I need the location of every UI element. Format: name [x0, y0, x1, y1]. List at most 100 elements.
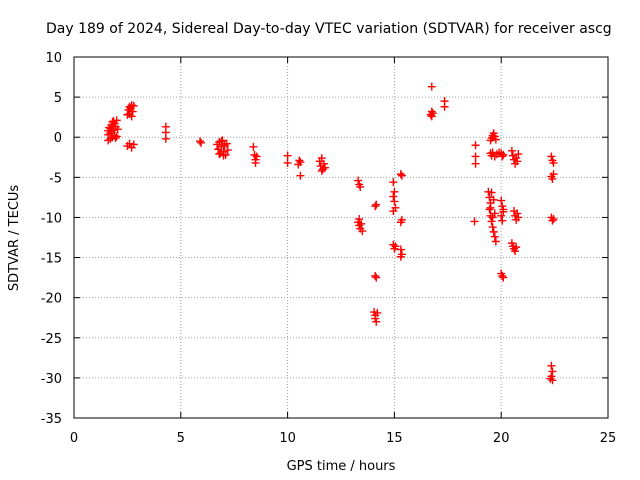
data-point-marker: [389, 207, 398, 216]
data-point-marker: [513, 209, 522, 218]
data-point-marker: [427, 112, 436, 121]
data-point-marker: [372, 273, 381, 282]
data-point-marker: [217, 137, 226, 146]
x-tick-labels: 0 5 10 15 20 25: [70, 431, 616, 446]
data-point-marker: [507, 146, 516, 155]
data-point-marker: [499, 273, 508, 282]
data-point-marker: [109, 117, 118, 126]
data-point-marker: [389, 178, 398, 187]
x-axis-label: GPS time / hours: [287, 459, 396, 474]
data-point-marker: [112, 132, 121, 141]
data-point-marker: [283, 151, 292, 160]
x-tick-label: 0: [70, 431, 78, 446]
data-point-marker: [295, 156, 304, 165]
data-point-marker: [485, 193, 494, 202]
data-point-marker: [128, 107, 137, 116]
x-tick-label: 10: [279, 431, 296, 446]
data-point-marker: [497, 211, 506, 220]
data-point-marker: [487, 188, 496, 197]
y-tick-label: -25: [41, 332, 62, 347]
data-point-marker: [547, 361, 556, 370]
data-point-marker: [549, 158, 558, 167]
data-points: [104, 82, 558, 385]
data-point-marker: [127, 112, 136, 121]
data-point-marker: [396, 252, 405, 261]
data-point-marker: [129, 140, 138, 149]
x-tick-label: 20: [493, 431, 510, 446]
data-point-marker: [396, 245, 405, 254]
data-point-marker: [548, 367, 557, 376]
data-point-marker: [107, 127, 116, 136]
data-point-marker: [356, 182, 365, 191]
data-point-marker: [296, 158, 305, 167]
data-point-marker: [513, 157, 522, 166]
data-point-marker: [251, 158, 260, 167]
data-point-marker: [548, 216, 557, 225]
data-point-marker: [218, 136, 227, 145]
data-point-marker: [371, 202, 380, 211]
data-point-marker: [488, 213, 497, 222]
data-point-marker: [546, 374, 555, 383]
data-point-marker: [514, 213, 523, 222]
data-point-marker: [490, 232, 499, 241]
plot-frame: [73, 56, 609, 419]
data-point-marker: [389, 192, 398, 201]
data-point-marker: [485, 205, 494, 214]
data-point-marker: [319, 159, 328, 168]
x-tick-label: 15: [386, 431, 403, 446]
data-point-marker: [471, 141, 480, 150]
data-point-marker: [252, 152, 261, 161]
data-point-marker: [372, 200, 381, 209]
x-tick-label: 25: [600, 431, 617, 446]
data-point-marker: [219, 151, 228, 160]
data-point-marker: [549, 170, 558, 179]
axis-ticks: [73, 56, 609, 419]
data-point-marker: [161, 134, 170, 143]
data-point-marker: [223, 146, 232, 155]
data-point-marker: [491, 237, 500, 246]
data-point-marker: [491, 135, 500, 144]
data-point-marker: [498, 272, 507, 281]
y-tick-label: -5: [49, 171, 62, 186]
data-point-marker: [498, 216, 507, 225]
data-point-marker: [317, 166, 326, 175]
y-tick-label: 0: [54, 131, 62, 146]
data-point-marker: [358, 227, 367, 236]
y-tick-label: -10: [41, 211, 62, 226]
data-point-marker: [471, 152, 480, 161]
data-point-marker: [549, 215, 558, 224]
data-point-marker: [498, 152, 507, 161]
data-point-marker: [390, 187, 399, 196]
data-point-marker: [296, 171, 305, 180]
data-point-marker: [548, 174, 557, 183]
y-tick-label: -35: [41, 412, 62, 427]
data-point-marker: [547, 152, 556, 161]
data-point-marker: [487, 217, 496, 226]
y-axis-label: SDTVAR / TECUs: [7, 185, 22, 292]
data-point-marker: [497, 196, 506, 205]
data-point-marker: [440, 102, 449, 111]
data-point-marker: [357, 219, 366, 228]
data-point-marker: [396, 218, 405, 227]
data-point-marker: [215, 150, 224, 159]
data-point-marker: [249, 142, 258, 151]
data-point-marker: [317, 154, 326, 163]
data-point-marker: [222, 139, 231, 148]
data-point-marker: [427, 82, 436, 91]
data-point-marker: [470, 217, 479, 226]
x-tick-label: 5: [177, 431, 185, 446]
data-point-marker: [354, 176, 363, 185]
data-point-marker: [125, 139, 134, 148]
data-point-marker: [391, 242, 400, 251]
data-point-marker: [499, 150, 508, 159]
data-point-marker: [197, 138, 206, 147]
y-tick-labels: 10 5 0 -5 -10 -15 -20 -25 -30 -35: [41, 51, 62, 427]
data-point-marker: [471, 159, 480, 168]
data-point-marker: [489, 227, 498, 236]
data-point-marker: [499, 205, 508, 214]
y-tick-label: -15: [41, 252, 62, 267]
data-point-marker: [129, 101, 138, 110]
data-point-marker: [489, 195, 498, 204]
